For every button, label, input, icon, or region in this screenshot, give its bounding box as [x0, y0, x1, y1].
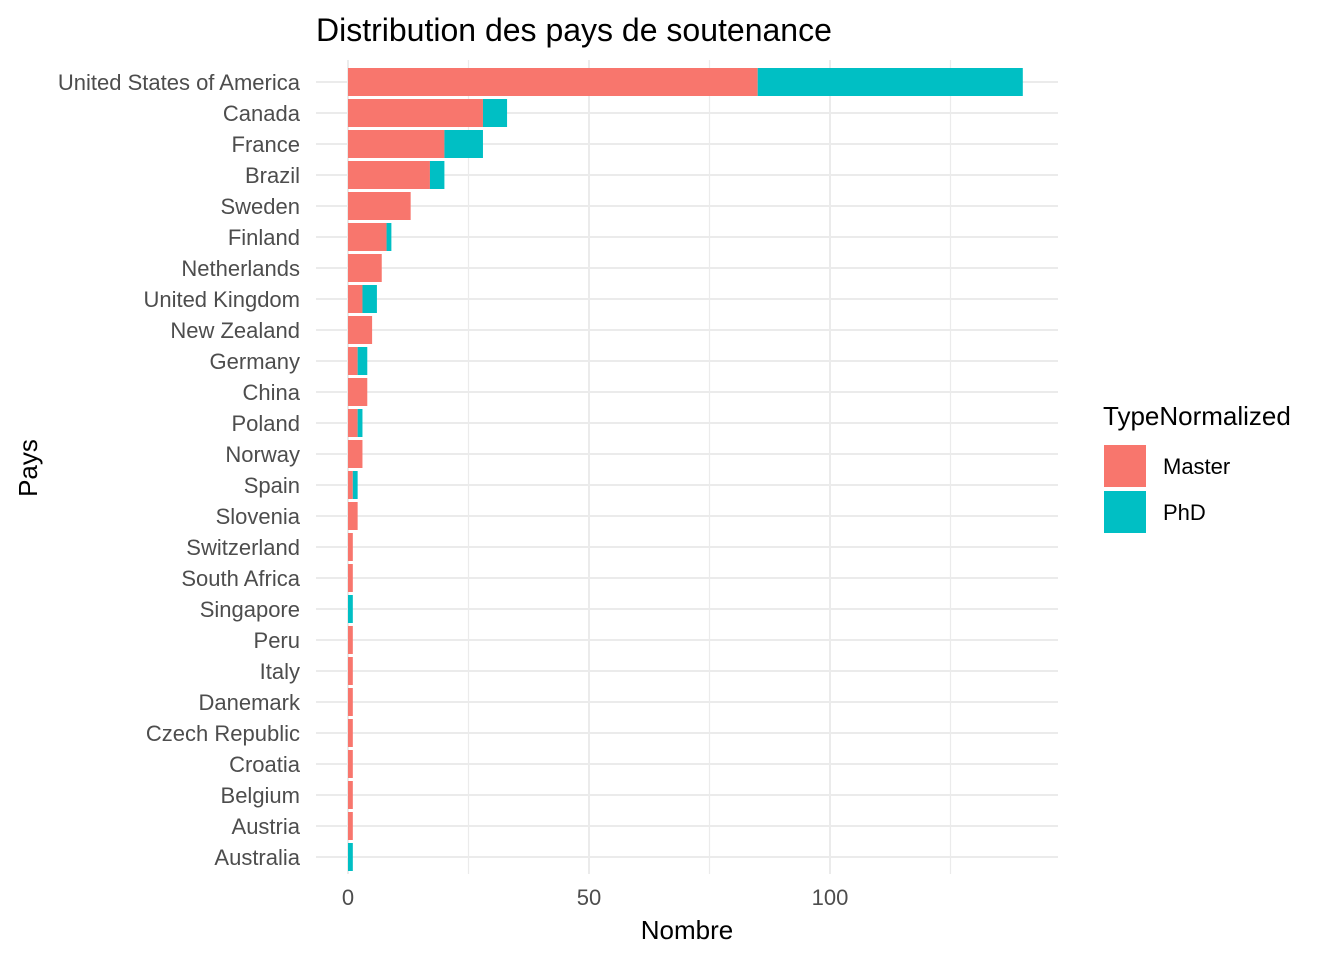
bar-master-poland [348, 409, 358, 437]
legend: TypeNormalized Master PhD [1103, 401, 1291, 533]
bar-phd-united-states-of-america [757, 68, 1023, 96]
bar-master-finland [348, 223, 387, 251]
y-tick-label: Switzerland [186, 535, 300, 560]
grid-lines [316, 60, 1058, 874]
y-tick-label: Norway [225, 442, 300, 467]
bar-master-norway [348, 440, 363, 468]
bar-phd-finland [386, 223, 392, 251]
bar-master-danemark [348, 688, 353, 716]
y-axis-title: Pays [13, 439, 43, 497]
legend-title: TypeNormalized [1103, 401, 1291, 431]
bar-master-china [348, 378, 368, 406]
bar-phd-brazil [429, 161, 445, 189]
y-tick-label: Czech Republic [146, 721, 300, 746]
legend-label-master: Master [1163, 454, 1230, 479]
y-tick-label: Germany [210, 349, 300, 374]
bar-phd-germany [357, 347, 368, 375]
bar-master-france [348, 130, 445, 158]
bar-master-united-states-of-america [348, 68, 758, 96]
y-tick-label: Netherlands [181, 256, 300, 281]
y-tick-label: United Kingdom [143, 287, 300, 312]
bar-master-south-africa [348, 564, 353, 592]
bar-phd-poland [357, 409, 363, 437]
x-tick-label: 0 [342, 885, 354, 910]
y-tick-label: Canada [223, 101, 301, 126]
bar-phd-singapore [348, 595, 353, 623]
y-tick-label: New Zealand [170, 318, 300, 343]
y-tick-label: Danemark [199, 690, 301, 715]
bar-master-slovenia [348, 502, 358, 530]
bar-master-croatia [348, 750, 353, 778]
y-tick-label: Finland [228, 225, 300, 250]
y-tick-label: China [243, 380, 301, 405]
bar-phd-france [444, 130, 483, 158]
y-tick-label: Belgium [221, 783, 300, 808]
bar-master-netherlands [348, 254, 382, 282]
y-tick-label: Brazil [245, 163, 300, 188]
bar-master-austria [348, 812, 353, 840]
legend-label-phd: PhD [1163, 500, 1206, 525]
y-tick-label: Sweden [220, 194, 300, 219]
bar-master-switzerland [348, 533, 353, 561]
bar-master-new-zealand [348, 316, 373, 344]
y-tick-label: Austria [232, 814, 301, 839]
y-tick-labels: United States of America Canada France Braz… [58, 70, 301, 870]
y-tick-label: Italy [260, 659, 300, 684]
bar-master-belgium [348, 781, 353, 809]
bar-master-sweden [348, 192, 411, 220]
y-tick-label: Australia [214, 845, 300, 870]
bar-phd-united-kingdom [362, 285, 377, 313]
chart-title: Distribution des pays de soutenance [316, 12, 832, 48]
bar-master-united-kingdom [348, 285, 363, 313]
bar-master-peru [348, 626, 353, 654]
bar-phd-spain [352, 471, 358, 499]
bar-master-germany [348, 347, 358, 375]
y-tick-label: France [232, 132, 300, 157]
y-tick-label: Spain [244, 473, 300, 498]
bar-phd-canada [482, 99, 508, 127]
y-tick-label: Slovenia [216, 504, 301, 529]
bars [348, 68, 1023, 871]
y-tick-label: Peru [254, 628, 300, 653]
bar-phd-australia [348, 843, 353, 871]
x-axis-title: Nombre [641, 915, 733, 945]
bar-master-brazil [348, 161, 430, 189]
bar-master-spain [348, 471, 353, 499]
x-tick-labels: 0 50 100 [342, 885, 848, 910]
x-tick-label: 100 [812, 885, 849, 910]
y-tick-label: South Africa [181, 566, 300, 591]
legend-key-master [1104, 445, 1146, 487]
y-tick-label: United States of America [58, 70, 301, 95]
bar-master-czech-republic [348, 719, 353, 747]
x-tick-label: 50 [577, 885, 601, 910]
bar-master-canada [348, 99, 483, 127]
y-tick-label: Croatia [229, 752, 301, 777]
y-tick-label: Poland [231, 411, 300, 436]
y-tick-label: Singapore [200, 597, 300, 622]
bar-master-italy [348, 657, 353, 685]
legend-key-phd [1104, 491, 1146, 533]
